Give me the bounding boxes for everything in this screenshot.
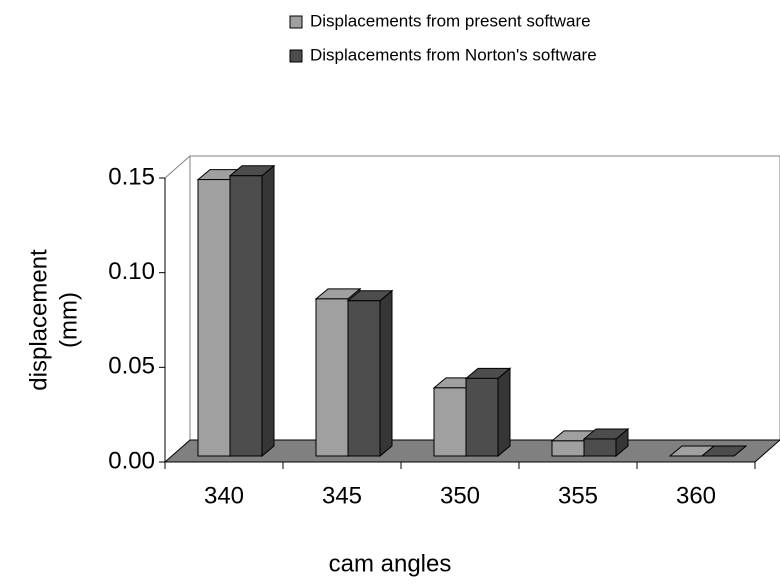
side-wall-edge (164, 155, 191, 179)
y-tick-label: 0.00 (108, 447, 155, 474)
bar-top (700, 445, 748, 457)
y-tick-label: 0.05 (108, 353, 155, 380)
bar-side (497, 367, 511, 458)
legend-swatch (289, 49, 303, 63)
legend-label: Displacements from Norton's software (310, 45, 597, 64)
bar (315, 298, 349, 457)
x-tick-label: 350 (440, 482, 480, 509)
y-axis-title: displacement (25, 249, 52, 391)
x-axis-title: cam angles (329, 550, 452, 577)
bar (197, 179, 231, 457)
bar (551, 440, 585, 457)
x-tick-label: 360 (676, 482, 716, 509)
x-tick-label: 340 (204, 482, 244, 509)
bar-side (261, 164, 275, 458)
bar (347, 300, 381, 457)
x-tick-label: 345 (322, 482, 362, 509)
bar-side (379, 289, 393, 458)
y-tick-label: 0.15 (108, 163, 155, 190)
bar (465, 377, 499, 457)
bar (583, 438, 617, 457)
x-tick-label: 355 (558, 482, 598, 509)
bar (433, 387, 467, 457)
y-axis-title: (mm) (55, 292, 82, 348)
y-tick-label: 0.10 (108, 258, 155, 285)
legend-swatch (289, 15, 303, 29)
legend-label: Displacements from present software (310, 11, 591, 30)
bar (229, 175, 263, 457)
